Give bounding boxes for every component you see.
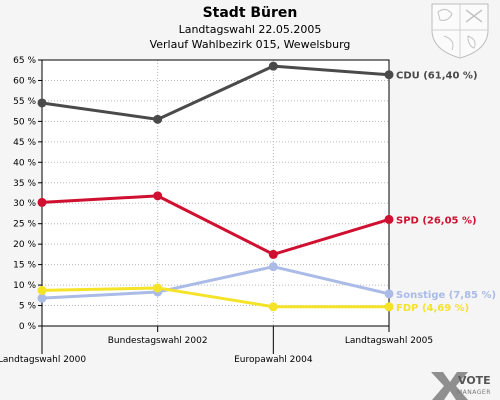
plot-area [42, 60, 389, 326]
x-tick-label: Bundestagswahl 2002 [108, 336, 208, 346]
data-point-spd [268, 249, 278, 259]
y-tick-label: 15 % [13, 261, 36, 271]
y-tick-label: 30 % [13, 199, 36, 209]
data-point-cdu [37, 98, 47, 108]
data-point-spd [153, 191, 163, 201]
logo-tagline: MANAGER [457, 389, 491, 396]
x-logo-icon [431, 372, 468, 400]
data-point-fdp [153, 283, 163, 293]
series-line-sonstige [41, 265, 390, 300]
x-tick-label: Europawahl 2004 [234, 355, 313, 365]
coat-of-arms-icon [431, 3, 489, 59]
y-tick-label: 60 % [13, 76, 36, 86]
data-point-fdp [37, 285, 47, 295]
y-tick-label: 55 % [13, 97, 36, 107]
data-point-sonstige [37, 293, 47, 303]
chart-title: Stadt Büren [203, 5, 298, 21]
y-tick-label: 65 % [13, 56, 36, 66]
y-tick-label: 10 % [13, 281, 36, 291]
data-point-sonstige [384, 289, 394, 299]
chart-subtitle-election: Landtagswahl 22.05.2005 [179, 23, 322, 36]
x-tick-label: Landtagswahl 2005 [345, 336, 433, 346]
series-line-spd [41, 194, 390, 256]
y-tick-label: 20 % [13, 240, 36, 250]
logo-name: VOTE [458, 374, 491, 387]
y-tick-label: 45 % [13, 138, 36, 148]
vote-manager-logo: VOTE MANAGER [431, 372, 491, 400]
data-point-sonstige [268, 262, 278, 272]
series-end-label-spd: SPD (26,05 %) [396, 215, 477, 226]
chart-subtitle-district: Verlauf Wahlbezirk 015, Wewelsburg [150, 38, 351, 51]
data-point-fdp [268, 302, 278, 312]
plot-frame [41, 59, 390, 327]
series-end-label-cdu: CDU (61,40 %) [396, 71, 478, 82]
y-tick-label: 40 % [13, 158, 36, 168]
y-tick-label: 5 % [19, 302, 37, 312]
y-tick-label: 25 % [13, 220, 36, 230]
series-line-cdu [41, 64, 390, 121]
data-point-spd [37, 197, 47, 207]
series-end-label-fdp: FDP (4,69 %) [396, 303, 469, 314]
data-point-cdu [153, 114, 163, 124]
data-point-spd [384, 214, 394, 224]
y-tick-label: 50 % [13, 117, 36, 127]
series-line-fdp [41, 286, 390, 309]
data-point-cdu [268, 61, 278, 71]
x-tick-label: Landtagswahl 2000 [0, 355, 86, 365]
y-tick-label: 35 % [13, 179, 36, 189]
y-tick-label: 0 % [19, 322, 37, 332]
data-point-fdp [384, 302, 394, 312]
data-point-cdu [384, 70, 394, 80]
series-end-label-sonstige: Sonstige (7,85 %) [396, 290, 496, 301]
